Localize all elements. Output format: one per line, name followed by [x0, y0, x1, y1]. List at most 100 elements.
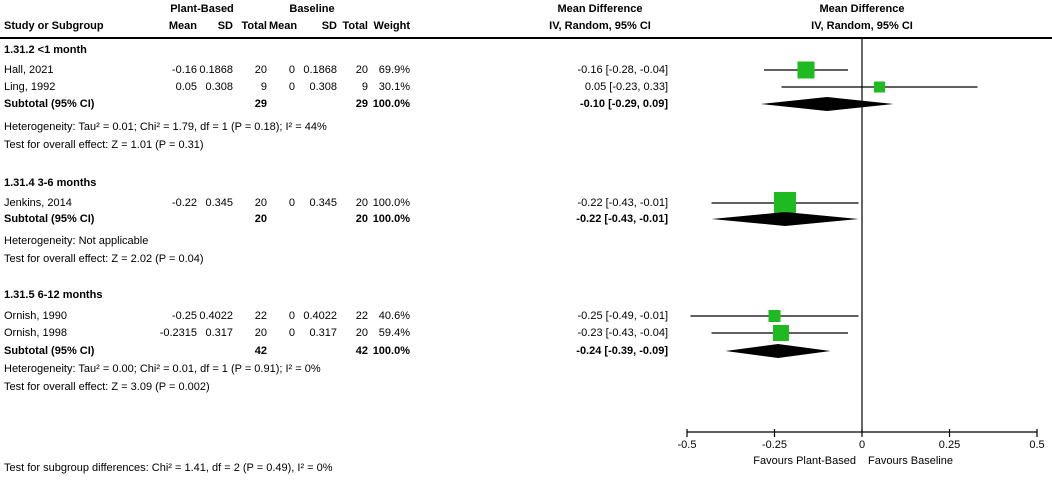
subtotal-label: Subtotal (95% CI) [4, 345, 95, 357]
subgroup-differences-text: Test for subgroup differences: Chi² = 1.… [4, 462, 333, 474]
subtotal-ci-text: -0.22 [-0.43, -0.01] [576, 213, 668, 225]
study-mean2-cell: 0 [288, 327, 295, 339]
study-sd2-cell: 0.4022 [303, 310, 337, 322]
subgroup-label: 1.31.4 3-6 months [4, 177, 97, 189]
subtotal-total-plant: 29 [254, 98, 267, 110]
overall-effect-text: Test for overall effect: Z = 2.02 (P = 0… [4, 253, 204, 265]
axis-tick-label: -0.25 [762, 439, 787, 451]
study-sd2-cell: 0.345 [309, 197, 337, 209]
subtotal-weight: 100.0% [372, 213, 410, 225]
heterogeneity-text: Heterogeneity: Tau² = 0.00; Chi² = 0.01,… [4, 363, 321, 375]
axis-tick-label: 0 [859, 439, 865, 451]
study-sd2-cell: 0.1868 [303, 64, 337, 76]
subtotal-weight: 100.0% [372, 345, 410, 357]
col-header-study: Study or Subgroup [4, 20, 104, 32]
study-ci_text-cell: -0.23 [-0.43, -0.04] [577, 327, 669, 339]
subgroup-label-row: 1.31.4 3-6 months [0, 177, 1052, 190]
overall-effect-row: Test for overall effect: Z = 1.01 (P = 0… [0, 139, 1052, 152]
subtotal-total-plant: 42 [254, 345, 267, 357]
study-name-cell: Hall, 2021 [4, 64, 54, 76]
subtotal-diamond [760, 97, 894, 111]
favours-row: Favours Plant-Based Favours Baseline [0, 455, 1052, 468]
study-mean1-cell: 0.05 [175, 81, 197, 93]
study-weight-cell: 40.6% [378, 310, 410, 322]
heterogeneity-row: Heterogeneity: Not applicable [0, 235, 1052, 248]
subtotal-row: Subtotal (95% CI) 42 42 100.0% -0.24 [-0.39,… [0, 345, 1052, 358]
col-header-sd-plant: SD [217, 20, 233, 32]
effect-square-marker [768, 310, 781, 322]
study-mean2-cell: 0 [288, 64, 295, 76]
study-weight-cell: 100.0% [372, 197, 410, 209]
subtotal-total-plant: 20 [254, 213, 267, 225]
effect-square-marker [797, 61, 815, 79]
overall-effect-row: Test for overall effect: Z = 2.02 (P = 0… [0, 253, 1052, 266]
study-weight-cell: 59.4% [378, 327, 410, 339]
study-sd1-cell: 0.317 [205, 327, 233, 339]
subtotal-total-baseline: 20 [355, 213, 368, 225]
study-sd1-cell: 0.1868 [199, 64, 233, 76]
study-mean1-cell: -0.16 [171, 64, 197, 76]
study-name-cell: Ornish, 1990 [4, 310, 67, 322]
study-ci_text-cell: -0.25 [-0.49, -0.01] [577, 310, 669, 322]
subtotal-ci-text: -0.10 [-0.29, 0.09] [579, 98, 668, 110]
col-header-iv-text: IV, Random, 95% CI [549, 20, 651, 32]
study-total2-cell: 20 [355, 197, 368, 209]
study-sd2-cell: 0.317 [309, 327, 337, 339]
col-header-iv-plot: IV, Random, 95% CI [811, 20, 913, 32]
subtotal-total-baseline: 42 [355, 345, 368, 357]
study-mean1-cell: -0.2315 [159, 327, 197, 339]
study-total1-cell: 20 [254, 327, 267, 339]
subtotal-label: Subtotal (95% CI) [4, 213, 95, 225]
subtotal-weight: 100.0% [372, 98, 410, 110]
subtotal-total-baseline: 29 [355, 98, 368, 110]
study-row: Ornish, 1990 -0.25 0.4022 22 0 0.4022 22 40.6% -… [0, 310, 1052, 323]
effect-square-marker [774, 192, 796, 214]
favours-right-label: Favours Baseline [868, 455, 953, 467]
header-mean-difference-plot: Mean Difference [819, 3, 905, 15]
study-total1-cell: 20 [254, 197, 267, 209]
overall-effect-row: Test for overall effect: Z = 3.09 (P = 0… [0, 381, 1052, 394]
study-sd1-cell: 0.308 [205, 81, 233, 93]
subgroup-label: 1.31.2 <1 month [4, 44, 87, 56]
study-total2-cell: 9 [361, 81, 368, 93]
header-group-row: Plant-Based Baseline Mean Difference Mea… [0, 3, 1052, 16]
col-header-total-plant: Total [241, 20, 267, 32]
study-total2-cell: 22 [355, 310, 368, 322]
study-name-cell: Jenkins, 2014 [4, 197, 72, 209]
study-ci_text-cell: -0.16 [-0.28, -0.04] [577, 64, 669, 76]
study-mean2-cell: 0 [288, 197, 295, 209]
study-weight-cell: 69.9% [378, 64, 410, 76]
effect-square-marker [874, 81, 885, 93]
study-sd2-cell: 0.308 [309, 81, 337, 93]
header-column-row: Study or Subgroup Mean SD Total Mean SD … [0, 20, 1052, 33]
study-total1-cell: 9 [260, 81, 267, 93]
subtotal-row: Subtotal (95% CI) 20 20 100.0% -0.22 [-0.43,… [0, 213, 1052, 226]
study-name-cell: Ling, 1992 [4, 81, 56, 93]
col-header-weight: Weight [373, 20, 410, 32]
col-header-mean-baseline: Mean [269, 20, 298, 32]
study-ci_text-cell: 0.05 [-0.23, 0.33] [584, 81, 668, 93]
overall-effect-text: Test for overall effect: Z = 1.01 (P = 0… [4, 139, 204, 151]
study-total2-cell: 20 [355, 64, 368, 76]
study-row: Ornish, 1998 -0.2315 0.317 20 0 0.317 20 59.4% -… [0, 327, 1052, 340]
study-sd1-cell: 0.345 [205, 197, 233, 209]
col-header-mean-plant: Mean [168, 20, 197, 32]
subtotal-ci-text: -0.24 [-0.39, -0.09] [576, 345, 668, 357]
study-mean1-cell: -0.22 [171, 197, 197, 209]
group-header-plant-based: Plant-Based [170, 3, 234, 15]
subtotal-row: Subtotal (95% CI) 29 29 100.0% -0.10 [-0.29,… [0, 98, 1052, 111]
study-weight-cell: 30.1% [378, 81, 410, 93]
study-total1-cell: 20 [254, 64, 267, 76]
favours-left-label: Favours Plant-Based [753, 455, 856, 467]
study-total1-cell: 22 [254, 310, 267, 322]
header-mean-difference-text: Mean Difference [557, 3, 643, 15]
subgroup-label-row: 1.31.2 <1 month [0, 44, 1052, 57]
col-header-total-baseline: Total [342, 20, 368, 32]
col-header-sd-baseline: SD [321, 20, 337, 32]
study-mean1-cell: -0.25 [171, 310, 197, 322]
study-ci_text-cell: -0.22 [-0.43, -0.01] [577, 197, 669, 209]
study-sd1-cell: 0.4022 [199, 310, 233, 322]
study-row: Ling, 1992 0.05 0.308 9 0 0.308 9 30.1% 0.05 [-0… [0, 81, 1052, 94]
